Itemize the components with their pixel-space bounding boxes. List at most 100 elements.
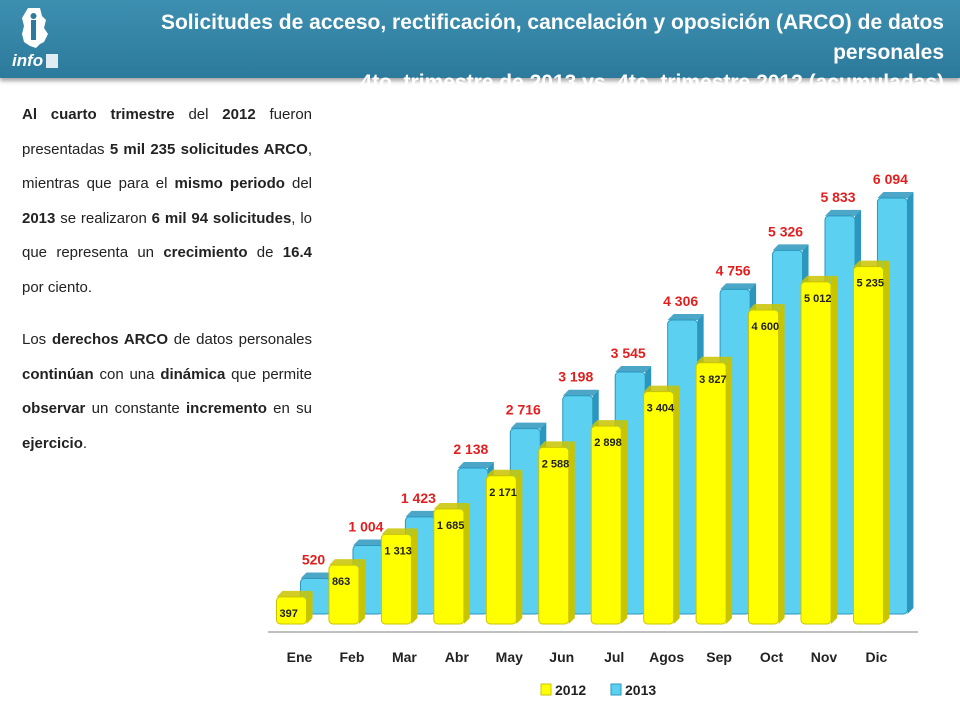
bar-side [358, 559, 365, 624]
title-line-1: Solicitudes de acceso, rectificación, ca… [160, 11, 944, 64]
bar-top [643, 385, 680, 392]
text-run: 5 mil 235 solicitudes ARCO [109, 140, 308, 158]
legend-label-2012: 2012 [555, 682, 586, 698]
bar-2012-Dic [852, 260, 890, 625]
x-tick-label: Ene [287, 649, 313, 665]
text-run: con una [93, 365, 161, 383]
bar-2012-Feb [328, 559, 365, 625]
text-run: que permite [225, 365, 312, 383]
summary-paragraph-1: Al cuarto trimestre del 2012 fueron pres… [22, 98, 312, 305]
bar-side [411, 528, 418, 624]
chart-legend: 2012 2013 [540, 682, 656, 698]
title-line-2: 4to. trimestre de 2013 vs. 4to. trimestr… [360, 71, 944, 94]
bar-2012-Sep [695, 356, 733, 625]
text-run: observar [22, 400, 86, 417]
bar-front [800, 281, 832, 625]
bar-front [433, 508, 465, 625]
x-tick-label: Jul [604, 649, 624, 665]
text-run: continúan [22, 365, 94, 383]
bar-top [667, 314, 704, 321]
x-tick-label: Sep [706, 649, 732, 665]
bar-top [352, 539, 389, 546]
logo-text: info [12, 51, 43, 70]
text-run: 2013 [22, 209, 56, 227]
bar-top [772, 244, 809, 251]
bar-side [673, 385, 680, 624]
infodf-logo: info [12, 8, 58, 70]
bar-top [510, 422, 547, 429]
data-label-2012-Nov: 5 012 [804, 293, 832, 305]
bar-front [380, 533, 412, 625]
data-label-2012-May: 2 171 [489, 487, 517, 499]
bar-top [405, 510, 442, 517]
bar-top [696, 356, 733, 363]
bar-top [853, 260, 890, 267]
bar-top [720, 283, 757, 290]
data-label-2012-Mar: 1 313 [384, 545, 412, 557]
bar-front [485, 475, 517, 625]
data-label-2013-Agos: 4 306 [663, 293, 698, 309]
data-label-2012-Jun: 2 588 [542, 458, 570, 470]
bar-2012-Abr [433, 502, 470, 625]
data-label-2013-Nov: 5 833 [820, 189, 855, 205]
x-tick-label: Agos [649, 649, 684, 665]
text-run: se realizaron [55, 209, 152, 227]
bar-side [306, 590, 313, 624]
text-run: del [174, 106, 223, 123]
data-label-2012-Feb: 863 [332, 576, 350, 588]
x-tick-label: Dic [866, 649, 888, 665]
data-label-2012-Jul: 2 898 [594, 437, 622, 449]
bar-side [463, 502, 470, 624]
text-run: mismo periodo [174, 175, 285, 192]
data-label-2012-Ene: 397 [280, 608, 298, 620]
data-label-2012-Agos: 3 404 [647, 403, 675, 415]
text-run: de datos personales [168, 331, 312, 348]
legend-swatch-2012 [540, 683, 552, 696]
data-label-2013-Jul: 3 545 [611, 345, 646, 361]
data-label-2013-Mar: 1 423 [401, 490, 436, 506]
bar-top [300, 572, 337, 579]
bar-side [516, 469, 523, 624]
bar-top [877, 192, 914, 198]
text-run: , mientras que para el [22, 140, 312, 193]
text-run: , lo que representa un [22, 209, 312, 262]
text-run: dinámica [160, 365, 226, 383]
bar-front [538, 446, 570, 625]
text-run: 6 mil 94 solicitudes [151, 209, 292, 227]
bar-side [621, 420, 628, 624]
bar-side [726, 356, 733, 624]
bar-top [381, 528, 418, 535]
data-label-2013-May: 2 716 [506, 402, 541, 418]
bar-side [778, 303, 785, 624]
bar-top [615, 366, 652, 373]
bar-top [748, 303, 785, 310]
bar-2012-Oct [748, 303, 785, 625]
bar-top [591, 420, 628, 427]
text-run: 2012 [222, 106, 256, 123]
text-run: derechos ARCO [51, 331, 168, 348]
bar-2012-Jun [538, 441, 575, 625]
text-run: 16.4 [282, 244, 312, 261]
data-label-2013-Feb: 1 004 [348, 518, 383, 534]
text-run: Al cuarto trimestre [22, 106, 175, 123]
data-label-2013-Ene: 520 [302, 552, 326, 568]
summary-paragraph-2: Los derechos ARCO de datos personales co… [22, 323, 312, 461]
text-run: fueron presentadas [22, 106, 313, 158]
bar-top [825, 209, 861, 216]
text-run: por ciento. [22, 278, 93, 296]
summary-text: Al cuarto trimestre del 2012 fueron pres… [22, 98, 312, 479]
text-run: . [82, 434, 88, 452]
bar-front [276, 596, 307, 625]
data-label-2013-Jun: 3 198 [558, 369, 593, 385]
bar-top [328, 559, 365, 566]
text-run: Los [22, 331, 52, 348]
bar-front [852, 266, 884, 625]
bar-top [538, 441, 575, 448]
bar-2012-May [485, 469, 523, 625]
header-bar: info Solicitudes de acceso, rectificació… [0, 0, 960, 94]
text-run: del [284, 175, 313, 192]
bar-top [433, 502, 470, 509]
text-run: de [247, 244, 283, 261]
chart-bars [268, 192, 918, 633]
